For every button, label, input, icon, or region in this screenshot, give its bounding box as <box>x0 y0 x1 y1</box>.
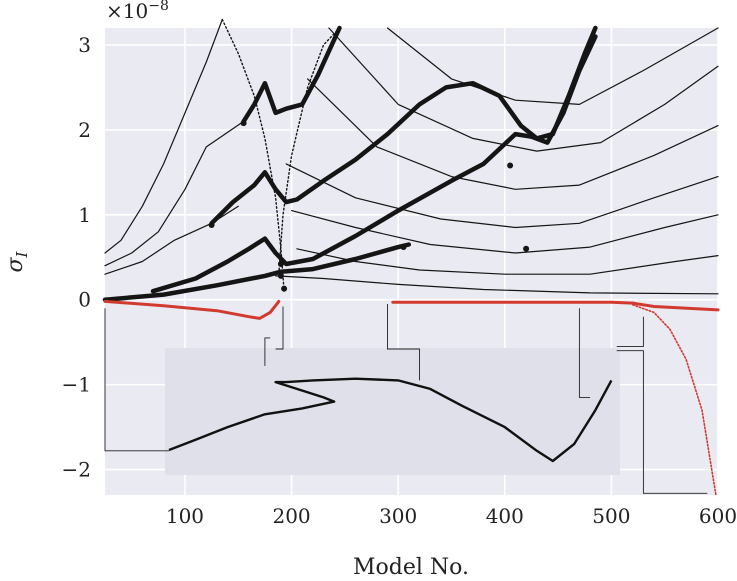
inset-box <box>165 348 620 475</box>
y-tick-label: −2 <box>62 458 91 482</box>
y-tick-label: 3 <box>78 33 91 57</box>
series-line-12 <box>285 163 719 229</box>
x-tick-label: 200 <box>272 504 310 528</box>
series-line-5 <box>209 25 598 226</box>
crossing-point <box>507 162 514 169</box>
inset-layer <box>104 304 708 494</box>
inset-curve <box>168 377 613 463</box>
x-axis-label: Model No. <box>353 555 469 580</box>
series-line-0 <box>104 18 223 254</box>
series-line-2 <box>104 205 239 275</box>
y-tick-label: 0 <box>78 288 91 312</box>
series-line-10 <box>296 248 719 275</box>
crossing-point <box>400 244 407 251</box>
x-tick-label: 500 <box>592 504 630 528</box>
series-line-17 <box>391 300 720 312</box>
x-tick-label: 300 <box>379 504 417 528</box>
series-line-3 <box>102 242 412 302</box>
crossing-point <box>277 272 284 279</box>
crossing-point <box>281 285 288 292</box>
inset-leader-line <box>275 306 284 350</box>
inset-leader-line <box>104 308 169 452</box>
series-line-18 <box>631 304 717 496</box>
inset-leader-line <box>616 350 708 494</box>
inset-leader-line <box>264 337 271 366</box>
y-axis-label: σI <box>3 250 31 272</box>
x-tick-label: 600 <box>699 504 737 528</box>
y-multiplier: ×10−8 <box>106 0 169 23</box>
series-line-7 <box>221 18 285 292</box>
series-line-15 <box>386 27 719 105</box>
x-tick-label: 400 <box>486 504 524 528</box>
tick-labels: 100 200 300 400 500 600 −2 −1 0 1 2 3 <box>62 33 737 528</box>
series-line-14 <box>328 27 719 152</box>
inset-leader-line <box>387 304 420 381</box>
y-tick-label: −1 <box>62 373 91 397</box>
y-tick-label: 1 <box>78 203 91 227</box>
series-line-11 <box>291 210 719 254</box>
series-line-16 <box>103 299 281 320</box>
crossing-point <box>240 120 247 127</box>
crossing-point <box>208 221 215 228</box>
series-line-1 <box>104 120 245 267</box>
inset-leader-line <box>616 316 644 347</box>
crossing-point <box>523 245 530 252</box>
y-tick-label: 2 <box>78 118 91 142</box>
series-line-4 <box>150 34 598 294</box>
series-line-8 <box>278 27 341 275</box>
series-line-9 <box>275 275 719 295</box>
series-line-13 <box>307 78 719 190</box>
x-tick-label: 100 <box>166 504 204 528</box>
series-layer <box>102 18 720 496</box>
crossing-point <box>277 261 284 268</box>
inset-leader-line <box>578 308 591 398</box>
